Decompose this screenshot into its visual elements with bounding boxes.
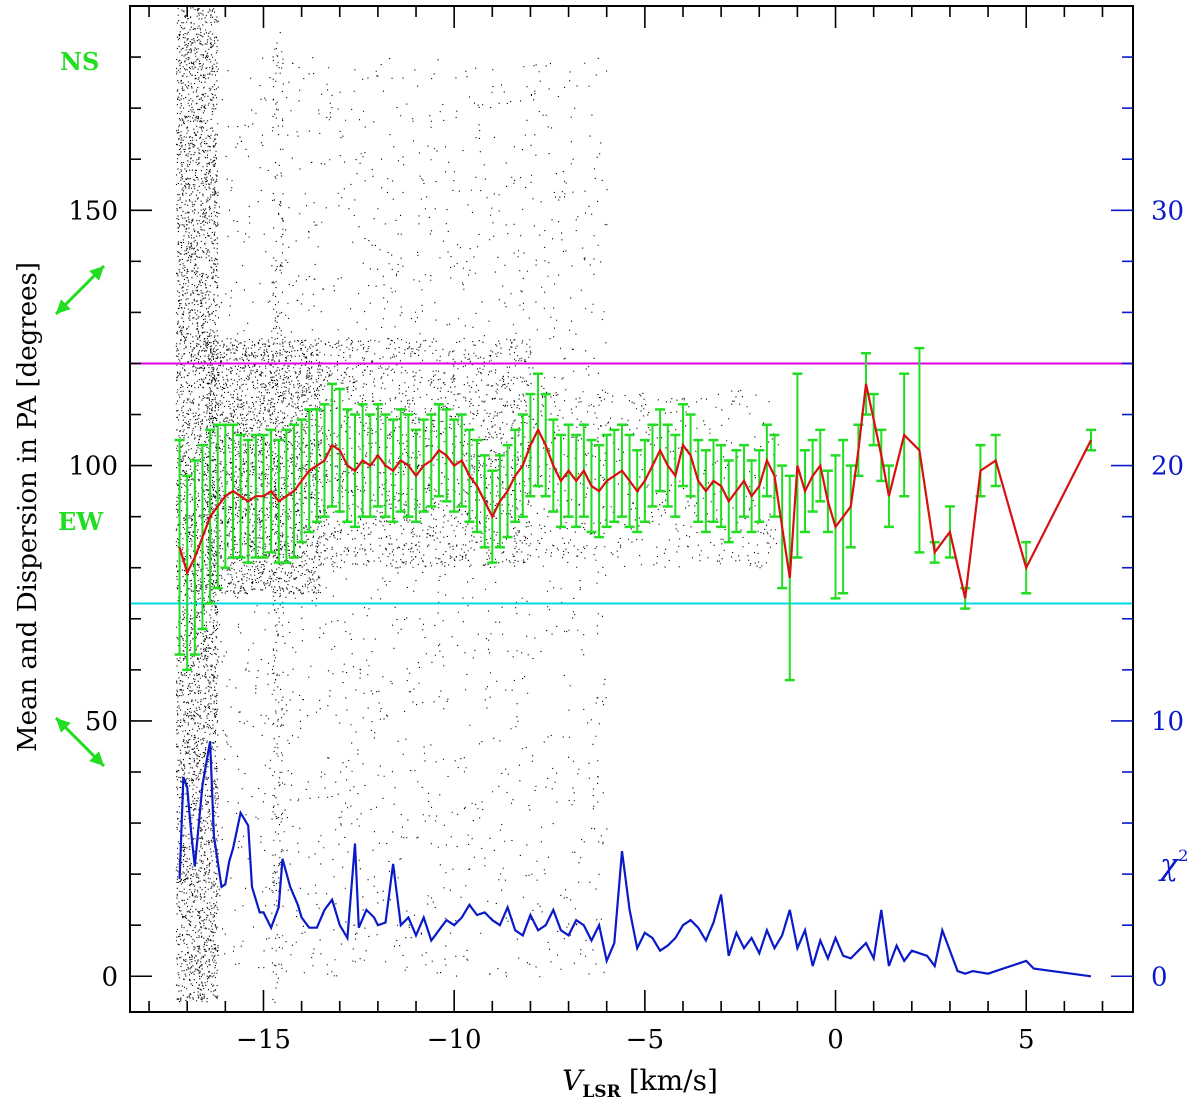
y-left-tick-label: 0 bbox=[101, 962, 118, 992]
annotations: NS EW bbox=[54, 47, 106, 768]
y-right-tick-label: 30 bbox=[1151, 196, 1184, 226]
ns-label: NS bbox=[60, 47, 99, 76]
plot-frame bbox=[129, 5, 1134, 1013]
y-right-tick-label: 0 bbox=[1151, 962, 1168, 992]
x-tick-label: −5 bbox=[626, 1025, 664, 1055]
axis-titles: Mean and Dispersion in PA [degrees] VLSR… bbox=[13, 262, 1188, 1102]
x-axis-label-unit: [km/s] bbox=[629, 1064, 718, 1097]
x-tick-label: 5 bbox=[1018, 1025, 1035, 1055]
mean-pa-line bbox=[178, 383, 1092, 599]
x-axis-label-main: V bbox=[562, 1064, 585, 1097]
y-left-tick-label: 50 bbox=[85, 707, 118, 737]
arrow-head bbox=[55, 299, 71, 315]
mean-errorbars bbox=[174, 346, 1097, 682]
x-axis-label-sub: LSR bbox=[582, 1082, 621, 1102]
y-left-tick-label: 100 bbox=[68, 452, 118, 482]
x-tick-label: −10 bbox=[427, 1025, 482, 1055]
chi-exponent: 2 bbox=[1178, 846, 1188, 865]
y-axis-left-label: Mean and Dispersion in PA [degrees] bbox=[13, 262, 43, 752]
data-lines bbox=[178, 383, 1092, 978]
errorbar bbox=[174, 438, 185, 656]
y-right-tick-label: 20 bbox=[1151, 452, 1184, 482]
ew-label: EW bbox=[58, 507, 104, 536]
ew-arrow-icon bbox=[54, 716, 106, 768]
x-tick-label: −15 bbox=[236, 1025, 291, 1055]
ns-arrow-icon bbox=[54, 264, 106, 316]
y-left-tick-label: 150 bbox=[68, 196, 118, 226]
errorbar bbox=[1086, 428, 1097, 452]
arrow-head bbox=[89, 751, 105, 767]
x-axis-label: VLSR [km/s] bbox=[562, 1064, 718, 1102]
axis-ticks bbox=[130, 6, 1133, 1012]
arrow-head bbox=[55, 717, 71, 733]
x-tick-label: 0 bbox=[827, 1025, 844, 1055]
y-right-tick-label: 10 bbox=[1151, 707, 1184, 737]
chi2-line bbox=[178, 741, 1092, 978]
arrow-head bbox=[89, 265, 105, 281]
chi-symbol: χ bbox=[1158, 848, 1180, 883]
y-axis-right-label: χ2 bbox=[1158, 846, 1188, 883]
